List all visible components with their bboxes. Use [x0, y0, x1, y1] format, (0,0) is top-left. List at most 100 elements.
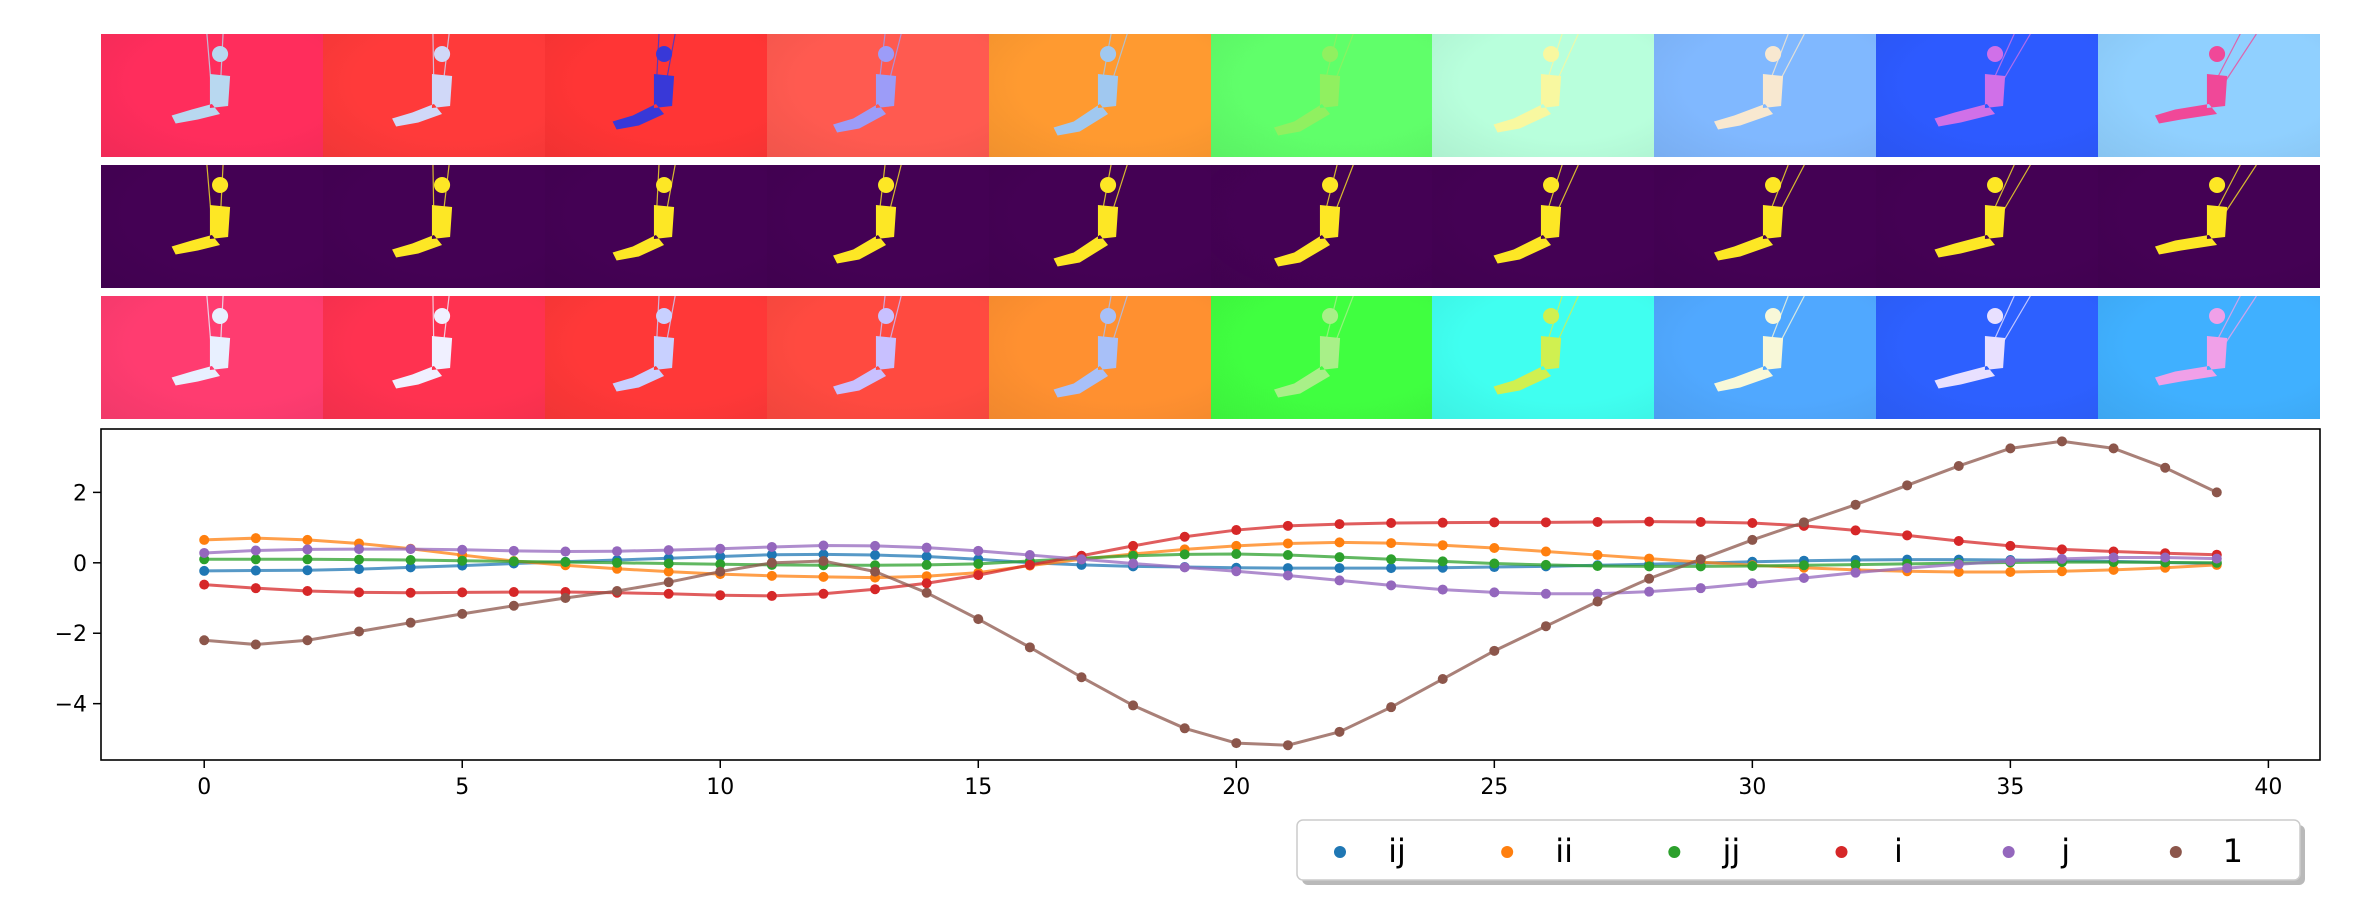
data-point [250, 583, 261, 594]
frame-1-1 [322, 165, 545, 288]
data-point [1334, 575, 1345, 586]
data-point [921, 587, 932, 598]
data-point [405, 554, 416, 565]
data-point [663, 545, 674, 556]
data-point [1334, 563, 1345, 574]
data-point [560, 546, 571, 557]
data-point [1850, 499, 1861, 510]
data-point [1282, 740, 1293, 751]
data-point [1850, 559, 1861, 570]
data-point [1747, 560, 1758, 571]
swing-figure-silhouette [1053, 34, 1128, 136]
data-point [199, 579, 210, 590]
data-point [612, 557, 623, 568]
data-point [354, 587, 365, 598]
data-point [921, 578, 932, 589]
data-point [508, 600, 519, 611]
data-point [1489, 543, 1500, 554]
frame-1-5 [1210, 165, 1433, 288]
data-point [560, 593, 571, 604]
data-point [1179, 549, 1190, 560]
data-point [1695, 554, 1706, 565]
data-point [2005, 540, 2016, 551]
data-point [405, 562, 416, 573]
series-1 [199, 533, 2222, 583]
plot-area-frame [100, 428, 2321, 761]
data-point [508, 545, 519, 556]
data-point [1386, 702, 1397, 713]
data-point [1592, 516, 1603, 527]
swing-figure-silhouette [1714, 34, 1806, 130]
data-point [1695, 583, 1706, 594]
swing-figure-silhouette [1053, 165, 1128, 267]
data-point [199, 547, 210, 558]
swing-figure-silhouette [1493, 165, 1580, 264]
data-point [354, 544, 365, 555]
data-point [1540, 517, 1551, 528]
data-point [1953, 559, 1964, 570]
legend-label: j [2060, 832, 2070, 870]
data-point [1282, 538, 1293, 549]
data-point [1128, 540, 1139, 551]
data-point [199, 635, 210, 646]
frame-2-2 [544, 296, 767, 419]
data-point [1592, 596, 1603, 607]
swing-figure-silhouette [2155, 165, 2258, 255]
data-point [1386, 554, 1397, 565]
legend: ij ii jj i j 1 [1296, 819, 2305, 885]
data-point [1179, 531, 1190, 542]
x-tick-label: 35 [1996, 775, 2024, 800]
frame-1-4 [988, 165, 1211, 288]
frame-1-9 [2098, 165, 2320, 288]
data-point [1489, 558, 1500, 569]
frame-0-3 [766, 34, 989, 157]
data-point [1231, 566, 1242, 577]
swing-figure-silhouette [391, 296, 453, 389]
data-point [2005, 566, 2016, 577]
series-line [204, 439, 2218, 747]
data-point [2211, 487, 2222, 498]
swing-figure-silhouette [1273, 34, 1354, 136]
data-point [766, 557, 777, 568]
swing-figure-silhouette [2155, 296, 2258, 386]
swing-figure-silhouette [612, 165, 676, 261]
data-point [1850, 525, 1861, 536]
data-point [1282, 550, 1293, 561]
data-point [199, 565, 210, 576]
legend-marker [1334, 846, 1346, 858]
data-point [1437, 517, 1448, 528]
swing-figure-silhouette [612, 296, 676, 392]
data-point [715, 543, 726, 554]
data-point [870, 550, 881, 561]
data-point [663, 577, 674, 588]
data-point [1282, 520, 1293, 531]
frame-2-8 [1876, 296, 2099, 419]
data-point [1334, 726, 1345, 737]
series-5 [199, 436, 2222, 751]
data-point [612, 585, 623, 596]
data-point [818, 571, 829, 582]
y-tick-label: 2 [73, 481, 87, 506]
swing-figure-silhouette [1934, 34, 2032, 127]
data-point [1953, 535, 1964, 546]
data-point [1076, 672, 1087, 683]
data-point [1231, 525, 1242, 536]
swing-figure-silhouette [171, 296, 231, 386]
data-point [2211, 553, 2222, 564]
data-point [1024, 550, 1035, 561]
data-point [921, 571, 932, 582]
frame-0-4 [988, 34, 1211, 157]
data-point [1540, 546, 1551, 557]
data-point [354, 626, 365, 637]
data-point [1798, 572, 1809, 583]
data-point [1592, 550, 1603, 561]
data-point [921, 559, 932, 570]
swing-figure-silhouette [1273, 165, 1354, 267]
series-line [204, 552, 2217, 568]
frame-0-9 [2098, 34, 2320, 157]
frame-2-3 [766, 296, 989, 419]
data-point [1850, 567, 1861, 578]
data-point [715, 566, 726, 577]
data-point [1386, 538, 1397, 549]
